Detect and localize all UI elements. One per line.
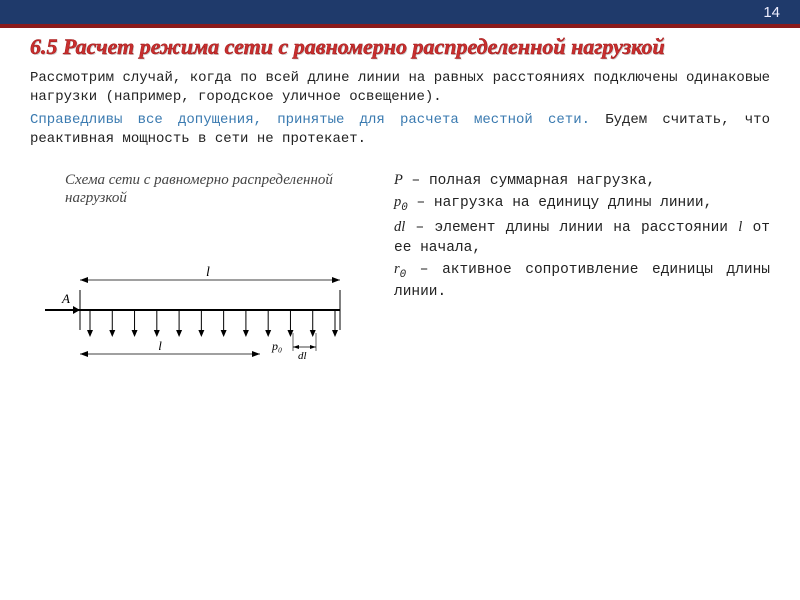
paragraph-2: Справедливы все допущения, принятые для …: [30, 111, 770, 149]
assumptions-note: Справедливы все допущения, принятые для …: [30, 112, 590, 128]
def-p0: p0 – нагрузка на единицу длины линии,: [394, 193, 770, 216]
label-A: A: [61, 291, 70, 306]
paragraph-1: Рассмотрим случай, когда по всей длине л…: [30, 69, 770, 107]
label-p0: p₀: [271, 339, 282, 353]
def-dl: dl – элемент длины линии на расстоянии l…: [394, 218, 770, 258]
lower-row: Схема сети с равномерно распределенной н…: [0, 171, 800, 365]
section-title: 6.5 Расчет режима сети с равномерно расп…: [30, 34, 770, 59]
network-diagram: A l l p₀: [40, 215, 360, 365]
def-r0: r0 – активное сопротивление единицы длин…: [394, 260, 770, 302]
diagram-caption: Схема сети с равномерно распределенной н…: [65, 171, 380, 207]
label-L-top: l: [206, 265, 210, 280]
content: 6.5 Расчет режима сети с равномерно расп…: [0, 28, 800, 149]
right-column: P – полная суммарная нагрузка, p0 – нагр…: [390, 171, 770, 365]
def-P: P – полная суммарная нагрузка,: [394, 171, 770, 192]
label-dl: dl: [298, 350, 307, 362]
header-bar: 14: [0, 0, 800, 28]
page-number: 14: [763, 4, 780, 21]
left-column: Схема сети с равномерно распределенной н…: [30, 171, 390, 365]
label-l-bot: l: [158, 338, 162, 353]
